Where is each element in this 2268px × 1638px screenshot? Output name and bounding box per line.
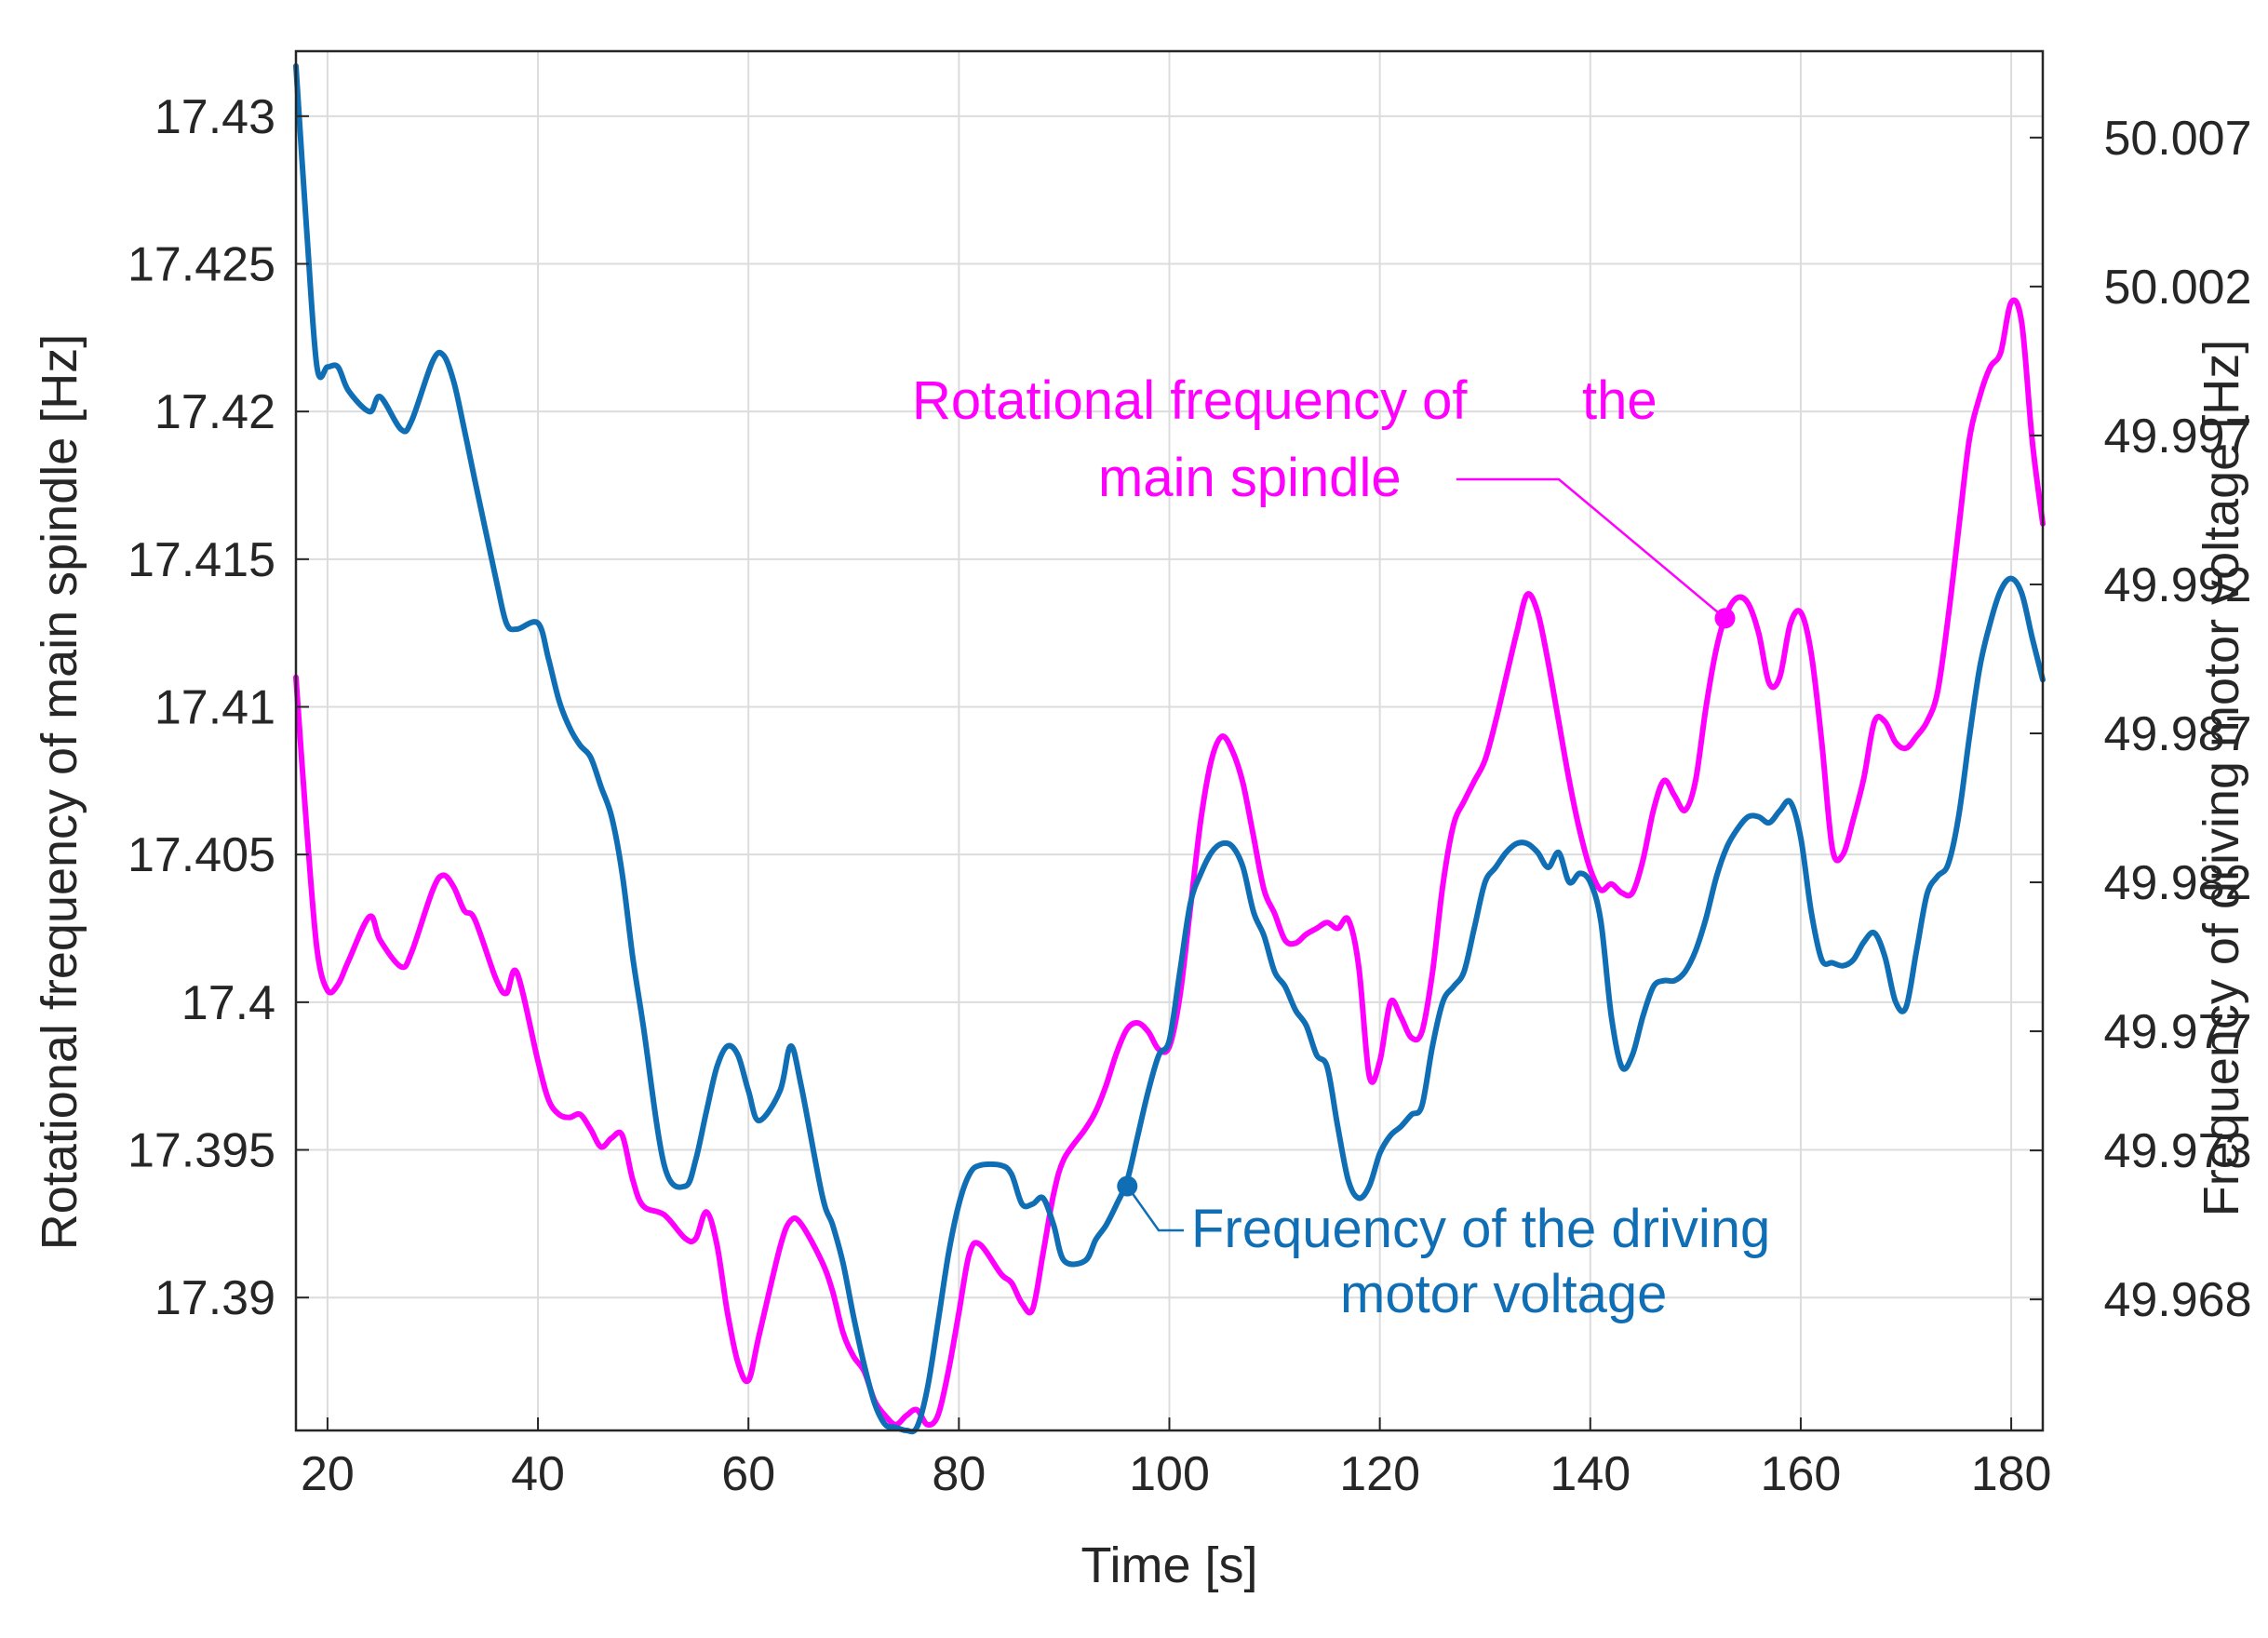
x-tick-label: 120 <box>1339 1447 1420 1501</box>
spindle-annotation-marker <box>1714 608 1736 629</box>
motor-annotation: Frequency of the driving motor voltage <box>1117 1175 1770 1324</box>
motor-annotation-marker <box>1117 1175 1138 1197</box>
x-tick-label: 160 <box>1761 1447 1842 1501</box>
left-y-tick-label: 17.395 <box>127 1124 275 1178</box>
x-tick-label: 80 <box>932 1447 986 1501</box>
axis-ticks: 20 40 60 80 100 120 140 160 180 17.39 17.395 17.4 17… <box>127 90 2252 1501</box>
motor-annotation-line2: motor voltage <box>1340 1264 1667 1324</box>
motor-annotation-line1: Frequency of the driving <box>1191 1199 1770 1259</box>
x-tick-label: 140 <box>1550 1447 1631 1501</box>
left-y-tick-label: 17.425 <box>127 237 275 291</box>
motor-annotation-leader <box>1126 1185 1184 1232</box>
spindle-frequency-line <box>293 297 2046 1428</box>
left-y-axis-label: Rotational frequency of main spindle [Hz… <box>32 334 87 1251</box>
left-y-tick-label: 17.415 <box>127 533 275 587</box>
spindle-annotation-line2: main spindle <box>1098 448 1402 508</box>
left-y-tick-label: 17.42 <box>154 385 275 439</box>
spindle-annotation: Rotational frequency of the main spindle <box>912 370 1736 629</box>
right-y-tick-label: 50.002 <box>2103 261 2251 315</box>
spindle-annotation-line1: Rotational frequency of <box>912 370 1468 431</box>
spindle-annotation-line1b: the <box>1582 370 1657 431</box>
right-y-tick-label: 49.968 <box>2103 1273 2251 1327</box>
left-y-tick-label: 17.39 <box>154 1271 275 1325</box>
x-tick-label: 40 <box>511 1447 565 1501</box>
x-tick-label: 60 <box>721 1447 775 1501</box>
x-tick-label: 20 <box>301 1447 355 1501</box>
right-y-tick-label: 50.007 <box>2103 112 2251 166</box>
x-tick-label: 180 <box>1971 1447 2052 1501</box>
right-y-tick-label: 49.973 <box>2103 1124 2251 1178</box>
left-y-tick-label: 17.4 <box>181 976 275 1030</box>
left-y-tick-label: 17.405 <box>127 828 275 882</box>
grid-lines <box>296 51 2043 1430</box>
spindle-annotation-leader <box>1456 477 1726 620</box>
right-y-axis-label: Frequency of driving motor voltage [Hz] <box>2194 340 2249 1216</box>
series-lines <box>293 63 2046 1435</box>
x-tick-label: 100 <box>1129 1447 1210 1501</box>
right-y-tick-label: 49.987 <box>2103 707 2251 761</box>
motor-voltage-frequency-line <box>293 63 2046 1435</box>
right-y-tick-label: 49.997 <box>2103 410 2251 463</box>
right-y-tick-label: 49.992 <box>2103 558 2251 612</box>
left-y-tick-label: 17.41 <box>154 681 275 735</box>
right-y-tick-label: 49.977 <box>2103 1005 2251 1059</box>
left-y-tick-label: 17.43 <box>154 90 275 144</box>
x-axis-label: Time [s] <box>1080 1537 1257 1593</box>
right-y-tick-label: 49.982 <box>2103 856 2251 910</box>
